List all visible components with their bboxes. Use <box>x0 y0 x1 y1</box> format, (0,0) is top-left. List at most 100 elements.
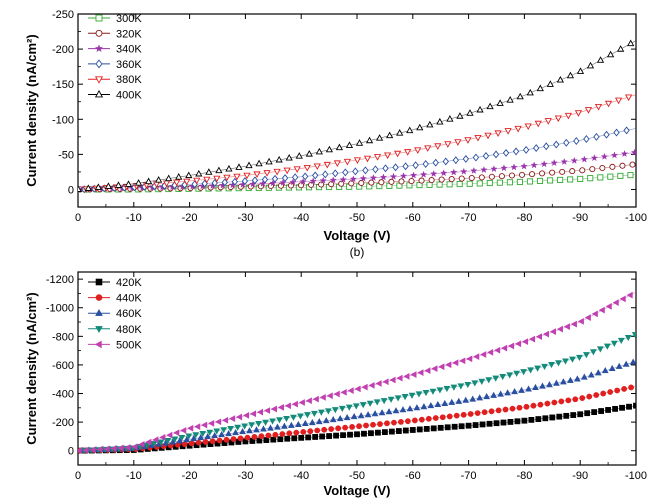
data-point <box>419 170 428 178</box>
data-point <box>470 166 478 174</box>
data-point <box>398 178 405 185</box>
data-point <box>223 174 231 182</box>
data-point <box>366 400 374 407</box>
data-point <box>345 141 354 148</box>
x-axis-title: Voltage (V) <box>324 228 391 243</box>
data-point <box>345 404 353 411</box>
data-point <box>513 370 521 377</box>
legend-marker <box>95 14 103 22</box>
data-point <box>556 75 565 83</box>
data-point <box>245 161 253 169</box>
data-point <box>270 405 277 413</box>
data-point <box>356 423 362 430</box>
data-point <box>342 424 349 431</box>
data-point <box>518 171 526 178</box>
data-point <box>291 173 299 182</box>
data-point <box>426 120 434 128</box>
data-point <box>262 419 269 426</box>
data-point <box>295 152 303 159</box>
y-tick-label: -250 <box>52 9 74 21</box>
data-point <box>404 149 412 156</box>
data-point <box>362 166 369 175</box>
data-point <box>430 169 438 177</box>
data-point <box>404 418 411 425</box>
data-point <box>509 405 516 412</box>
data-point <box>199 430 207 438</box>
data-point <box>343 414 351 421</box>
data-point <box>442 157 449 166</box>
data-point <box>539 382 546 389</box>
data-point <box>319 433 326 440</box>
data-point <box>550 159 558 167</box>
data-point <box>434 143 442 150</box>
data-point <box>213 428 221 435</box>
x-tick-label: -80 <box>516 212 532 224</box>
data-point <box>173 179 181 187</box>
data-point <box>450 384 458 391</box>
data-point <box>464 137 472 144</box>
legend-label: 400K <box>116 90 142 102</box>
data-point <box>465 422 472 429</box>
data-point <box>298 434 305 441</box>
y-tick-label: -800 <box>52 331 74 343</box>
data-point <box>134 179 143 186</box>
data-point <box>577 411 584 418</box>
data-point <box>333 390 340 398</box>
x-tick-label: -90 <box>572 470 588 482</box>
data-point <box>375 429 381 436</box>
data-point <box>549 414 556 421</box>
data-point <box>203 176 211 184</box>
data-point <box>152 436 159 444</box>
data-point <box>260 425 267 432</box>
x-tick-label: -40 <box>293 470 309 482</box>
data-point <box>607 173 614 180</box>
data-point <box>601 367 609 374</box>
data-point <box>520 162 528 170</box>
data-point <box>577 317 584 325</box>
data-point <box>204 432 212 440</box>
data-point <box>619 162 626 169</box>
y-tick-label: -200 <box>52 417 74 429</box>
data-point <box>534 365 541 372</box>
data-point <box>544 118 552 125</box>
data-point <box>187 424 194 432</box>
data-point <box>566 71 575 79</box>
data-point <box>462 396 470 403</box>
data-point <box>368 381 375 389</box>
y-tick-label: -150 <box>52 79 74 91</box>
data-point <box>468 174 475 182</box>
data-point <box>481 409 488 416</box>
data-point <box>446 181 453 188</box>
data-point <box>221 178 228 187</box>
data-point <box>382 378 389 386</box>
data-point <box>322 416 330 424</box>
data-point <box>416 123 424 131</box>
x-tick-label: -70 <box>461 212 477 224</box>
data-point <box>173 429 180 437</box>
data-point <box>263 170 271 177</box>
data-point <box>564 112 572 120</box>
data-point <box>255 159 263 167</box>
data-point <box>325 145 334 153</box>
data-point <box>276 417 283 424</box>
data-point <box>511 387 518 395</box>
data-point <box>117 444 124 452</box>
legend-label: 460K <box>116 308 142 320</box>
data-point <box>430 425 437 432</box>
data-point <box>353 157 362 164</box>
x-tick-label: -60 <box>405 212 421 224</box>
data-point <box>472 422 479 428</box>
data-point <box>508 172 516 179</box>
data-point <box>227 425 235 433</box>
data-point <box>258 433 265 440</box>
data-point <box>496 179 503 186</box>
data-point <box>328 426 335 432</box>
data-point <box>460 411 467 418</box>
data-point <box>201 421 208 429</box>
data-point <box>377 421 383 427</box>
legend-marker <box>95 326 103 334</box>
data-point <box>577 175 584 182</box>
data-point <box>365 136 374 144</box>
data-point <box>387 396 395 403</box>
